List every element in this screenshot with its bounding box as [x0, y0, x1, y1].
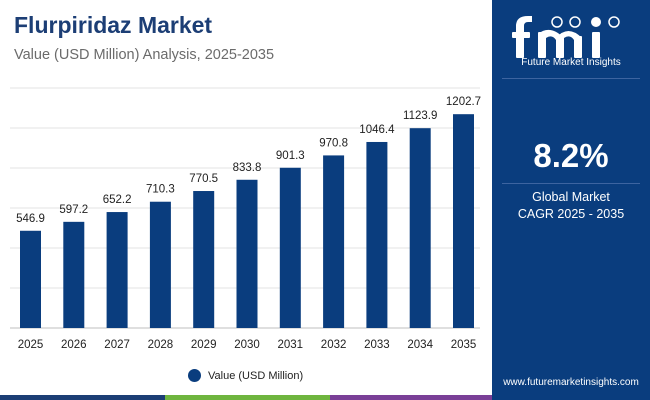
cagr-label-period: CAGR 2025 - 2035	[517, 207, 625, 221]
cagr-divider	[502, 183, 640, 184]
fmi-logo-icon	[512, 16, 620, 58]
bar-2033	[366, 141, 388, 328]
chart-subtitle: Value (USD Million) Analysis, 2025-2035	[14, 47, 275, 63]
chart-legend: Value (USD Million)	[188, 369, 303, 382]
bar-chart: 546.9 597.2 652.2 710.3 770.5 833.8 901.3 970.8…	[10, 87, 481, 351]
legend-label: Value (USD Million)	[208, 369, 304, 382]
bar-2032	[323, 155, 345, 328]
strip-segment-blue	[0, 395, 165, 400]
x-tick-2035: 2035	[451, 339, 477, 351]
bar-2030	[236, 179, 258, 328]
x-tick-2034: 2034	[407, 339, 433, 351]
value-label-2026: 597.2	[59, 204, 88, 216]
x-tick-2028: 2028	[148, 339, 174, 351]
value-label-2031: 901.3	[276, 150, 305, 162]
sidebar: Future Market Insights 8.2% Global Marke…	[492, 0, 650, 400]
page-title: Flurpiridaz Market	[14, 12, 213, 38]
value-label-2035: 1202.7	[446, 96, 481, 108]
value-labels: 546.9 597.2 652.2 710.3 770.5 833.8 901.3 970.8…	[16, 96, 481, 225]
value-label-2025: 546.9	[16, 213, 45, 225]
strip-segment-green	[165, 395, 330, 400]
x-tick-2032: 2032	[321, 339, 347, 351]
x-tick-2026: 2026	[61, 339, 87, 351]
chart-panel: 546.9 597.2 652.2 710.3 770.5 833.8 901.3 970.8…	[0, 12, 492, 400]
strip-segment-purple	[330, 395, 492, 400]
value-label-2029: 770.5	[189, 173, 218, 185]
value-label-2028: 710.3	[146, 184, 175, 196]
value-label-2033: 1046.4	[359, 124, 395, 136]
bar-2027	[106, 212, 128, 328]
bar-2035	[453, 114, 474, 328]
cagr-value: 8.2%	[533, 137, 609, 174]
x-tick-2027: 2027	[104, 339, 130, 351]
color-strip	[0, 395, 492, 400]
bar-2025	[20, 230, 41, 328]
website-link[interactable]: www.futuremarketinsights.com	[503, 377, 639, 388]
bars	[20, 114, 474, 328]
x-tick-2029: 2029	[191, 339, 217, 351]
bar-2028	[149, 201, 171, 328]
x-tick-2030: 2030	[234, 339, 260, 351]
value-label-2034: 1123.9	[403, 110, 437, 122]
value-label-2027: 652.2	[103, 194, 132, 206]
value-label-2032: 970.8	[319, 137, 348, 149]
logo-divider	[502, 78, 640, 79]
cagr-label-market: Global Market	[532, 190, 610, 204]
logo-text: Future Market Insights	[521, 57, 621, 68]
x-tick-2025: 2025	[18, 339, 44, 351]
bar-2034	[409, 128, 431, 328]
bar-2029	[193, 191, 215, 328]
legend-swatch	[188, 369, 201, 382]
bar-2031	[279, 167, 301, 328]
x-tick-2033: 2033	[364, 339, 390, 351]
value-label-2030: 833.8	[233, 162, 262, 174]
bar-2026	[63, 221, 85, 328]
x-tick-labels: 2025 2026 2027 2028 2029 2030 2031 2032 2033 2034…	[18, 339, 477, 351]
x-tick-2031: 2031	[278, 339, 304, 351]
